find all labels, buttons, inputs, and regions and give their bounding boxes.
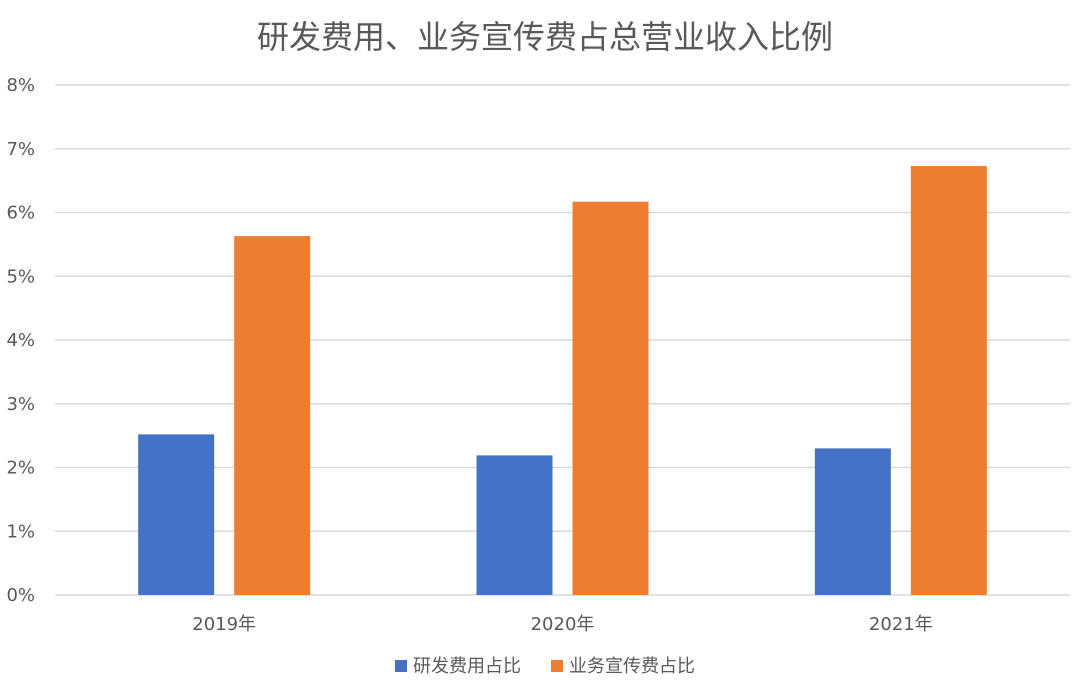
y-tick-label: 1% [6,521,35,542]
chart-title: 研发费用、业务宣传费占总营业收入比例 [257,18,833,56]
bar-rd-0 [138,434,215,595]
y-tick-label: 4% [6,330,35,351]
bars [138,165,987,595]
y-tick-label: 6% [6,203,35,224]
legend-swatch [551,660,563,672]
bar-promo-2 [910,165,987,595]
x-tick-label: 2021年 [869,614,933,635]
bar-rd-2 [814,448,891,595]
gridlines [55,84,1070,596]
y-axis-tick-labels: 0% 1% 2% 3% 4% 5% 6% 7% 8% [6,75,35,606]
legend: 研发费用占比 业务宣传费占比 [395,656,695,677]
y-tick-label: 8% [6,75,35,96]
legend-swatch [395,660,407,672]
legend-label: 业务宣传费占比 [569,656,695,677]
y-tick-label: 2% [6,458,35,479]
bar-promo-1 [572,201,649,595]
legend-item: 研发费用占比 [395,656,521,677]
x-tick-label: 2019年 [192,614,256,635]
x-axis-tick-labels: 2019年 2020年 2021年 [192,614,932,635]
y-tick-label: 5% [6,266,35,287]
y-tick-label: 0% [6,585,35,606]
legend-item: 业务宣传费占比 [551,656,695,677]
x-tick-label: 2020年 [531,614,595,635]
y-tick-label: 7% [6,139,35,160]
y-tick-label: 3% [6,394,35,415]
bar-promo-0 [234,236,311,595]
bar-rd-1 [476,455,553,595]
legend-label: 研发费用占比 [413,656,521,677]
